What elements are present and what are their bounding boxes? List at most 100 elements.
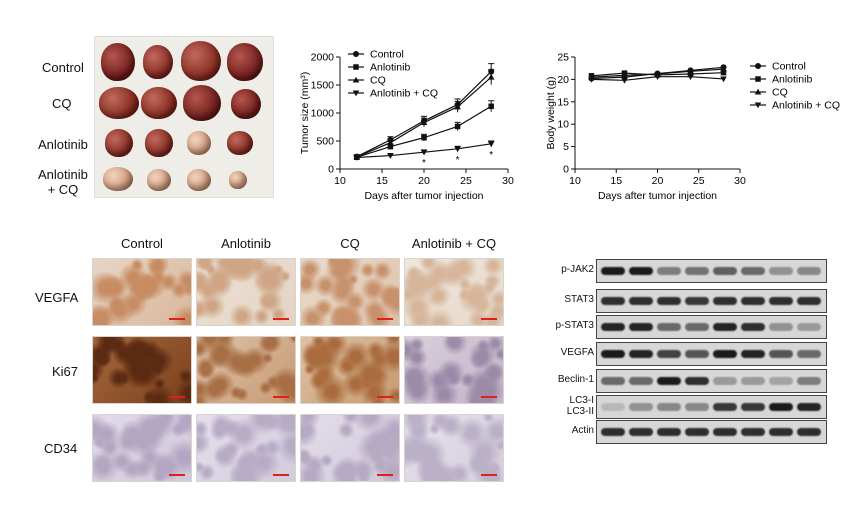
blot-band xyxy=(629,297,653,305)
blot-band xyxy=(741,297,765,305)
blot-band xyxy=(741,377,765,385)
tumor-row-label-anlotinib: Anlotinib xyxy=(38,137,88,152)
tumor-size-y-tick-label: 2000 xyxy=(311,52,335,64)
body-weight-data-point xyxy=(654,74,661,81)
scale-bar xyxy=(273,396,289,398)
blot-band xyxy=(713,323,737,331)
tumor-size-series-1 xyxy=(353,100,495,160)
blot-band xyxy=(657,267,681,275)
tumor-size-data-point xyxy=(454,123,461,130)
blot-band xyxy=(685,297,709,305)
ihc-col-cq: CQ xyxy=(340,236,360,251)
tumor-size-data-point xyxy=(454,146,461,153)
body-weight-y-tick-label: 0 xyxy=(563,164,569,176)
body-weight-x-axis-label: Days after tumor injection xyxy=(598,190,717,202)
scale-bar xyxy=(273,318,289,320)
body-weight-y-tick-label: 20 xyxy=(557,74,569,86)
blot-band xyxy=(769,403,793,411)
blot-band xyxy=(769,377,793,385)
ihc-image-vegfa-3 xyxy=(404,258,504,326)
body-weight-data-point xyxy=(720,76,727,83)
scale-bar xyxy=(273,474,289,476)
body-weight-data-point xyxy=(588,76,595,83)
blot-band xyxy=(769,297,793,305)
body-weight-x-tick-label: 30 xyxy=(734,175,746,187)
blot-band xyxy=(713,403,737,411)
blot-band xyxy=(629,403,653,411)
tumor-size-x-tick-label: 30 xyxy=(502,175,514,187)
tumor-size-y-tick-label: 1000 xyxy=(311,108,335,120)
blot-band xyxy=(713,428,737,436)
scale-bar xyxy=(169,474,185,476)
blot-protein-label: p-STAT3 xyxy=(555,320,594,331)
body-weight-x-tick-label: 25 xyxy=(693,175,705,187)
tumor-size-data-point xyxy=(387,153,394,159)
body-weight-data-point xyxy=(720,65,727,72)
tumor-size-x-axis-label: Days after tumor injection xyxy=(364,190,483,202)
blot-protein-label: STAT3 xyxy=(564,294,594,305)
blot-band xyxy=(685,403,709,411)
blot-protein-label: Actin xyxy=(571,425,594,436)
blot-band xyxy=(741,267,765,275)
blot-protein-label: LC3-I LC3-II xyxy=(566,395,594,417)
ihc-image-ki67-0 xyxy=(92,336,192,404)
ihc-col-combo: Anlotinib + CQ xyxy=(411,236,497,251)
body-weight-chart: 10 15 20 25 30 0 5 10 15 20 25 Days after tumor inj… xyxy=(545,52,840,203)
ihc-image-cd34-1 xyxy=(196,414,296,482)
blot-band xyxy=(601,403,625,411)
blot-row xyxy=(596,369,827,393)
body-weight-x-tick-label: 10 xyxy=(569,175,581,187)
blot-band xyxy=(601,267,625,275)
tumor-size-legend-marker xyxy=(352,90,360,97)
blot-band xyxy=(769,323,793,331)
tumor-size-data-point xyxy=(487,73,495,80)
scale-bar xyxy=(169,396,185,398)
tumor-size-x-tick-label: 25 xyxy=(460,175,472,187)
blot-band xyxy=(657,350,681,358)
tumor-size-legend-entry: Anlotinib + CQ xyxy=(370,88,438,100)
blot-band xyxy=(685,267,709,275)
tumor-photograph xyxy=(94,36,274,198)
ihc-image-cd34-2 xyxy=(300,414,400,482)
blot-row xyxy=(596,259,827,283)
body-weight-legend-entry: CQ xyxy=(772,87,788,99)
blot-band xyxy=(657,377,681,385)
body-weight-legend-entry: Anlotinib xyxy=(772,74,812,86)
tumor-size-chart: 10 15 20 25 30 0 500 1000 1500 2000 Days after tum… xyxy=(299,49,514,203)
tumor-size-data-point xyxy=(420,149,428,156)
tumor-size-data-point xyxy=(487,141,495,148)
tumor-row-label-combo: Anlotinib + CQ xyxy=(38,167,88,197)
tumor-size-x-tick-label: 15 xyxy=(376,175,388,187)
tumor-size-data-point xyxy=(420,119,428,125)
blot-band xyxy=(741,403,765,411)
tumor-size-data-point xyxy=(488,103,494,110)
body-weight-y-tick-label: 10 xyxy=(557,119,569,131)
tumor-size-x-tick-label: 10 xyxy=(334,175,346,187)
ihc-image-cd34-3 xyxy=(404,414,504,482)
blot-protein-label: p-JAK2 xyxy=(561,264,594,275)
body-weight-legend-marker xyxy=(754,102,762,109)
body-weight-legend-marker xyxy=(754,62,762,70)
ihc-col-control: Control xyxy=(121,236,163,251)
body-weight-legend-entry: Control xyxy=(772,61,806,73)
tumor-size-data-point xyxy=(421,134,427,141)
blot-band xyxy=(657,297,681,305)
blot-band xyxy=(657,323,681,331)
body-weight-x-tick-label: 15 xyxy=(610,175,622,187)
blot-row xyxy=(596,342,827,366)
blot-band xyxy=(797,428,821,436)
scale-bar xyxy=(377,318,393,320)
ihc-row-cd34: CD34 xyxy=(44,441,78,456)
blot-band xyxy=(769,428,793,436)
tumor-size-significance-marker: * xyxy=(489,150,493,161)
ihc-image-vegfa-1 xyxy=(196,258,296,326)
blot-band xyxy=(713,297,737,305)
body-weight-series-3 xyxy=(588,74,727,84)
scale-bar xyxy=(481,396,497,398)
blot-band xyxy=(657,428,681,436)
tumor-size-significance-marker: * xyxy=(422,158,426,169)
blot-band xyxy=(601,323,625,331)
scale-bar xyxy=(169,318,185,320)
body-weight-legend-entry: Anlotinib + CQ xyxy=(772,100,840,112)
body-weight-y-axis-label: Body weight (g) xyxy=(545,77,557,150)
